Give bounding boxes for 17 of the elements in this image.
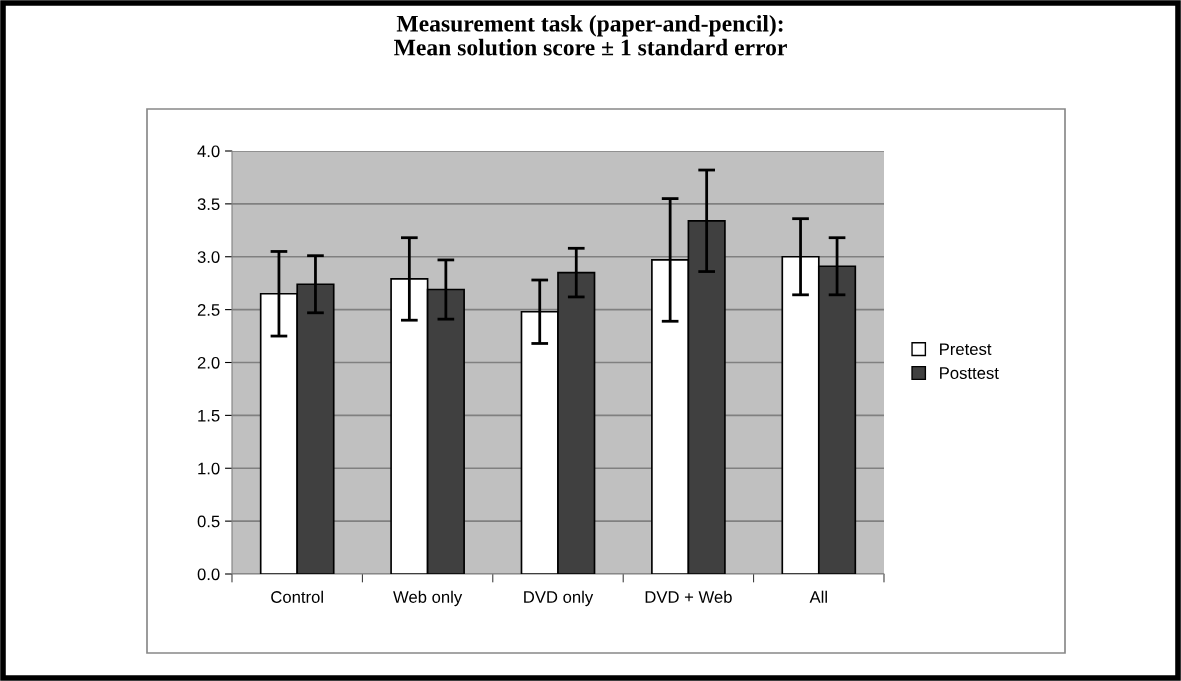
- y-tick-label: 2.5: [197, 304, 220, 316]
- x-tick-label: DVD only: [524, 590, 594, 607]
- legend-label: Posttest: [940, 367, 999, 379]
- y-tick-label: 0.5: [197, 515, 220, 528]
- y-tick-label: 3.0: [197, 251, 220, 263]
- x-tick-label: DVD + Web: [645, 590, 732, 603]
- chart-title: Measurement task (paper-and-pencil): Mean solution score ± 1 standard error: [394, 15, 787, 56]
- legend-label: Pretest: [940, 343, 992, 356]
- y-tick-label: 2.0: [197, 356, 220, 369]
- x-tick-label: Web only: [393, 590, 463, 607]
- y-tick-label: 1.5: [198, 409, 220, 422]
- y-tick-label: 3.5: [197, 198, 220, 211]
- x-tick-label: Control: [271, 590, 323, 603]
- y-tick-label: 0.0: [197, 568, 220, 581]
- y-tick-label: 1.0: [198, 462, 220, 475]
- y-tick-label: 4.0: [197, 145, 220, 158]
- x-tick-label: All: [809, 590, 827, 603]
